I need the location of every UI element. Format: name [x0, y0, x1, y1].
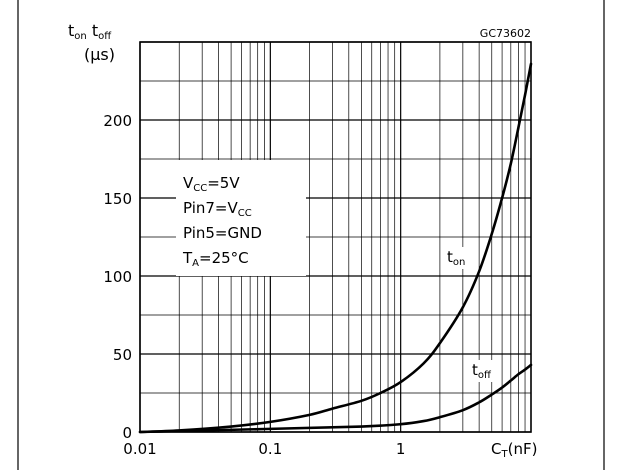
series-line-t-off [138, 363, 533, 434]
y-axis-unit: (μs) [84, 45, 115, 64]
x-tick-label: 0.01 [123, 440, 156, 458]
series-label-bg [444, 247, 476, 269]
series-layer [138, 62, 533, 434]
condition-line: VCC=5V [183, 174, 240, 194]
series-line-t-on [138, 62, 533, 434]
conditions-background [176, 160, 306, 276]
plot-frame [139, 41, 532, 433]
y-tick-label: 0 [122, 424, 132, 442]
x-tick-label: 1 [396, 440, 406, 458]
conditions-box: VCC=5V Pin7=VCC Pin5=GND TA=25°C [176, 160, 306, 276]
series-label-t-off: toff [472, 361, 492, 381]
x-tick-label: 0.1 [258, 440, 282, 458]
y-tick-label: 100 [103, 268, 132, 286]
condition-line: Pin5=GND [183, 224, 262, 242]
y-tick-label: 200 [103, 112, 132, 130]
labels-layer: ton toff 0 50 100 150 200 0.01 0.1 1 CT(nF) ton tof… [68, 21, 537, 460]
series-label-bg [469, 360, 501, 382]
figure-code: GC73602 [480, 27, 531, 40]
series-label-t-on: ton [447, 248, 465, 268]
x-axis-label: CT(nF) [491, 440, 537, 460]
y-tick-label: 50 [113, 346, 132, 364]
condition-line: Pin7=VCC [183, 199, 252, 219]
y-tick-label: 150 [103, 190, 132, 208]
condition-line: TA=25°C [182, 249, 249, 269]
y-axis-label: ton toff [68, 21, 112, 42]
